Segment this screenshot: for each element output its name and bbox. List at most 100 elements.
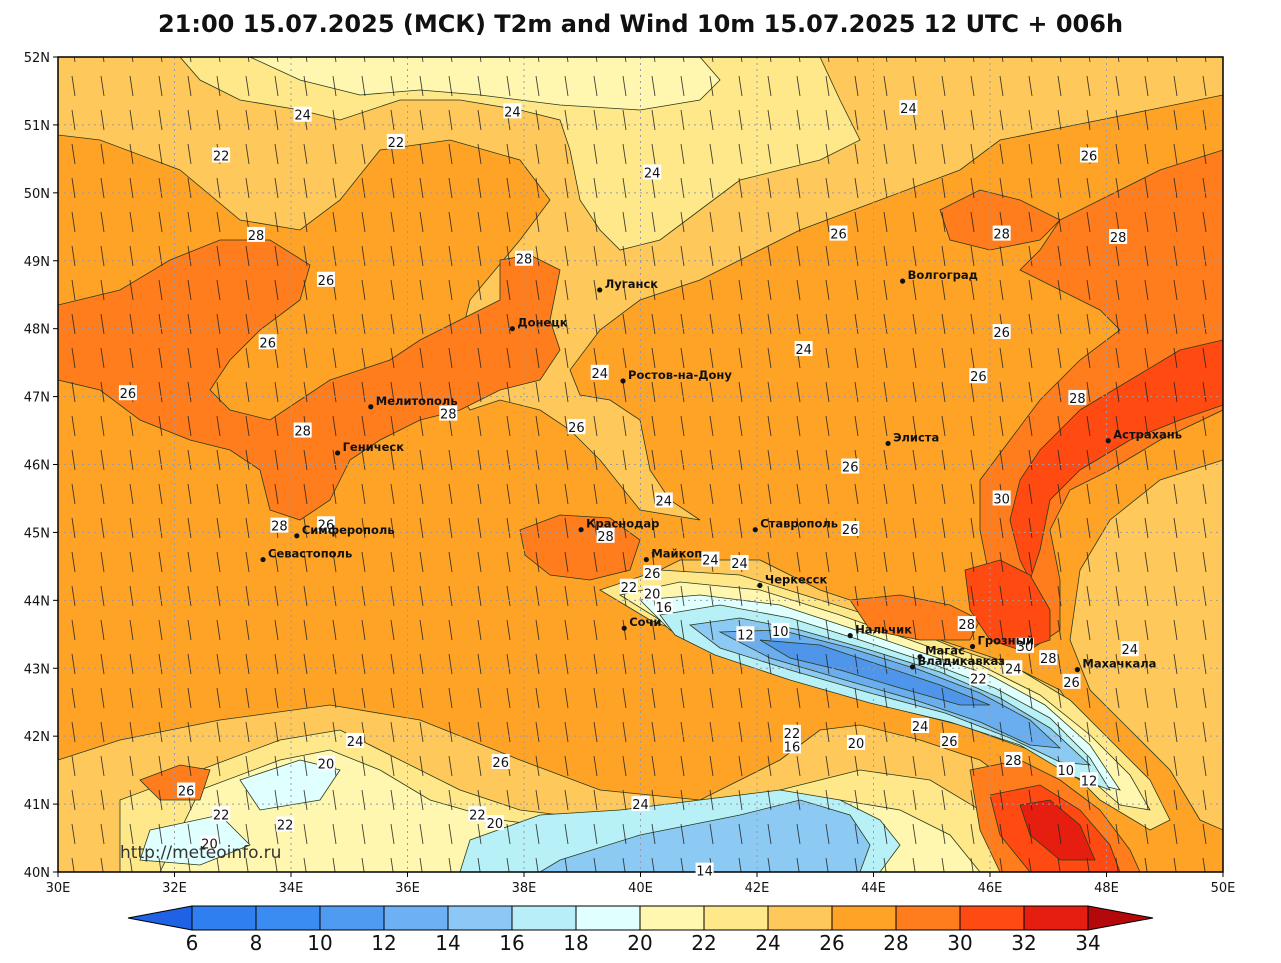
contour-label-text: 12 [737, 628, 754, 643]
city-dot [847, 633, 853, 639]
contour-label-text: 24 [1122, 643, 1139, 658]
contour-label: 20 [316, 755, 335, 772]
colorbar-segment [895, 905, 961, 931]
contour-label: 26 [969, 368, 988, 385]
contour-label-bg [316, 516, 335, 532]
contour-label: 26 [258, 334, 277, 351]
contour-label: 20 [200, 835, 219, 852]
contour-label: 24 [346, 732, 365, 750]
lon-tick-label: 42E [745, 881, 770, 896]
contour-label-bg [1062, 673, 1081, 689]
contour-label-text: 26 [259, 336, 276, 351]
city-label: Грозный [978, 634, 1035, 648]
contour-label-bg [485, 815, 504, 831]
contour-label: 26 [940, 732, 959, 750]
city-label: Геническ [343, 440, 405, 454]
contour-label: 26 [316, 516, 335, 533]
contour-label-text: 26 [120, 387, 137, 402]
lat-tick-label: 42N [24, 730, 50, 745]
contour-label-bg [468, 806, 487, 822]
contour-label-bg [212, 806, 231, 822]
contour-label-text: 28 [993, 228, 1010, 243]
contour-label-bg [200, 835, 219, 851]
contour-label-text: 28 [248, 229, 265, 244]
contour-label: 26 [829, 225, 848, 243]
city-dot [885, 440, 891, 447]
contour-label-text: 14 [696, 865, 713, 880]
contour-label: 12 [736, 626, 755, 643]
contour-label-text: 28 [1040, 652, 1057, 667]
city-dot [1105, 438, 1111, 444]
contour-label-bg [439, 405, 458, 421]
contour-label-bg [212, 147, 231, 163]
contour-label-bg [957, 616, 976, 632]
contour-label-bg [992, 324, 1011, 340]
axis-ticks: 30E 32E 34E 36E 38E 40E 42E 44E 46E 48E 50E 52N 51N 5… [24, 51, 1236, 896]
city-label: Элиста [893, 430, 939, 444]
contour-label: 28 [1004, 751, 1023, 769]
contour-label: 14 [695, 862, 714, 880]
contour-label: 28 [992, 225, 1011, 243]
lon-tick-label: 30E [46, 881, 71, 896]
city-dot [260, 556, 266, 563]
city-label: Луганск [605, 277, 659, 291]
contour-label: 28 [515, 250, 533, 268]
contour-label-text: 22 [213, 808, 230, 823]
city-marker: Нальчик [847, 623, 912, 639]
contour-label-text: 30 [1017, 640, 1034, 655]
contour-label: 26 [992, 324, 1011, 341]
lat-tick-label: 48N [24, 323, 50, 338]
contour-label: 26 [316, 271, 335, 289]
colorbar-label: 26 [819, 931, 844, 955]
city-marker: Элиста [885, 430, 939, 447]
contour-label: 26 [567, 419, 586, 436]
watermark-text: http://meteoinfo.ru [120, 843, 281, 863]
contour-labels: 24 24 24 22 22 26 24 28 26 28 28 28 26 26 26 24 24 26 26 28… [118, 99, 1139, 880]
city-dot [969, 643, 976, 650]
colorbar-segment [831, 905, 897, 931]
contour-label-text: 26 [492, 756, 509, 771]
contour-label-text: 24 [504, 105, 521, 120]
contour-label: 12 [1080, 772, 1099, 789]
city-label: Астрахань [1113, 428, 1182, 442]
city-marker: Волгоград [900, 268, 978, 284]
contour-label: 26 [841, 521, 860, 538]
city-label: Ставрополь [760, 517, 838, 531]
city-dot [620, 378, 626, 384]
contour-label: 28 [270, 517, 289, 535]
city-label: Ростов-на-Дону [628, 368, 732, 382]
contour-label: 24 [1004, 660, 1023, 677]
contour-label: 22 [386, 133, 405, 151]
contour-label: 20 [485, 815, 504, 832]
contour-label-bg [346, 732, 365, 748]
contour-label-text: 24 [912, 720, 929, 735]
city-dot [752, 527, 758, 533]
lon-tick-label: 36E [395, 881, 420, 896]
contour-label-bg [643, 585, 662, 601]
colorbar-label: 30 [947, 931, 972, 955]
contour-label-text: 24 [795, 343, 812, 358]
contour-label-bg [841, 458, 860, 474]
colorbar-label: 16 [499, 931, 524, 955]
contour-label-text: 16 [656, 601, 673, 616]
city-marker: Владикавказ [909, 654, 1005, 670]
contour-label-text: 26 [993, 326, 1010, 341]
colorbar-label: 22 [691, 931, 716, 955]
colorbar-label: 14 [435, 931, 460, 955]
colorbar-label: 34 [1075, 931, 1100, 955]
city-marker: Махачкала [1074, 657, 1156, 673]
lon-tick-label: 46E [978, 881, 1003, 896]
city-label: Краснодар [586, 517, 659, 531]
city-dot [757, 582, 763, 588]
colorbar-label: 10 [307, 931, 332, 955]
lon-tick-label: 50E [1211, 881, 1236, 896]
lat-tick-label: 43N [24, 662, 50, 677]
city-dot [909, 664, 916, 670]
colorbar-label: 24 [755, 931, 780, 955]
contour-label: 28 [439, 405, 458, 423]
contour-label: 20 [643, 585, 662, 603]
contour-label: 28 [1109, 228, 1128, 246]
colorbar-segment [639, 905, 705, 931]
contour-label-text: 26 [644, 567, 661, 582]
contour-label-text: 26 [842, 523, 859, 538]
